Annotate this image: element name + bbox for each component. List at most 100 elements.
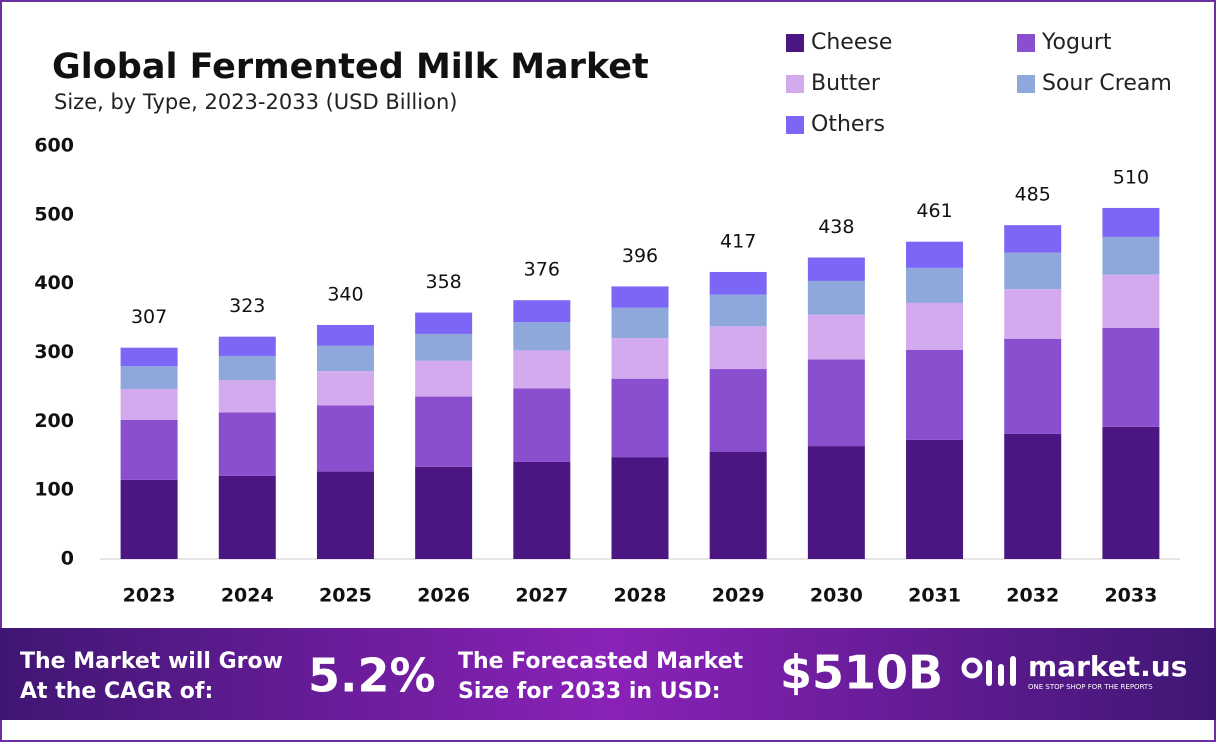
bar-segment <box>316 405 374 472</box>
bar-segment <box>316 324 374 346</box>
bar-segment <box>807 446 865 559</box>
brand-logo <box>961 656 1016 686</box>
bar-segment <box>513 350 571 389</box>
bar-segment <box>218 336 276 356</box>
bar-segment <box>218 355 276 381</box>
x-tick-label: 2030 <box>810 585 863 607</box>
bar-segment <box>1004 252 1062 290</box>
legend-label: Sour Cream <box>1042 71 1172 96</box>
y-tick-label: 300 <box>34 341 74 363</box>
bar-segment <box>316 345 374 372</box>
bar-segment <box>1102 207 1160 237</box>
bar-segment <box>709 294 767 327</box>
y-tick-label: 100 <box>34 479 74 501</box>
cagr-text: At the CAGR of: <box>20 679 213 704</box>
total-label: 510 <box>1113 166 1149 188</box>
brand-name: market.us <box>1028 650 1187 683</box>
chart-subtitle: Size, by Type, 2023-2033 (USD Billion) <box>54 90 457 114</box>
bar-segment <box>415 396 473 467</box>
x-tick-label: 2029 <box>712 585 765 607</box>
bar-segment <box>1102 426 1160 559</box>
forecast-text: The Forecasted Market <box>458 649 744 674</box>
bar-segment <box>1102 274 1160 328</box>
bar-segment <box>218 380 276 413</box>
y-tick-label: 0 <box>61 548 74 570</box>
bar-segment <box>1102 236 1160 275</box>
forecast-value: $510B <box>780 646 943 700</box>
bar-segment <box>611 457 669 559</box>
bar-segment <box>709 271 767 295</box>
x-tick-label: 2025 <box>319 585 372 607</box>
bar-segment <box>120 479 178 559</box>
bar-segment <box>709 451 767 559</box>
bar-segment <box>415 360 473 397</box>
brand-tagline: ONE STOP SHOP FOR THE REPORTS <box>1028 683 1153 691</box>
bar-segment <box>807 314 865 360</box>
bar-segment <box>1102 327 1160 427</box>
legend-swatch <box>786 75 804 93</box>
x-tick-label: 2033 <box>1104 585 1157 607</box>
x-tick-label: 2024 <box>221 585 274 607</box>
legend-label: Others <box>811 112 885 137</box>
total-label: 358 <box>426 271 462 293</box>
cagr-value: 5.2% <box>308 649 436 703</box>
y-tick-label: 500 <box>34 203 74 225</box>
legend-label: Cheese <box>811 30 892 55</box>
total-label: 307 <box>131 306 167 328</box>
y-tick-label: 200 <box>34 410 74 432</box>
legend-swatch <box>786 116 804 134</box>
bar-segment <box>120 388 178 420</box>
forecast-text: Size for 2033 in USD: <box>458 679 721 704</box>
bar-segment <box>316 371 374 406</box>
bar-segment <box>906 267 964 303</box>
bar-segment <box>709 369 767 452</box>
bar-segment <box>1004 225 1062 253</box>
bar-segment <box>415 312 473 334</box>
bar-segment <box>611 378 669 458</box>
bar-segment <box>513 300 571 323</box>
legend-swatch <box>786 34 804 52</box>
bar-segment <box>120 366 178 389</box>
legend-label: Yogurt <box>1041 30 1112 55</box>
x-tick-label: 2027 <box>515 585 568 607</box>
y-tick-label: 600 <box>34 135 74 157</box>
bar-segment <box>1004 289 1062 339</box>
cagr-text: The Market will Grow <box>20 649 283 674</box>
bar-segment <box>906 439 964 559</box>
bar-segment <box>906 302 964 350</box>
total-label: 340 <box>327 283 363 305</box>
bar-segment <box>807 257 865 281</box>
legend-label: Butter <box>811 71 881 96</box>
total-label: 396 <box>622 245 658 267</box>
total-label: 323 <box>229 295 265 317</box>
total-label: 376 <box>524 259 560 281</box>
bar-segment <box>218 475 276 559</box>
bar-segment <box>807 359 865 447</box>
bar-segment <box>611 307 669 339</box>
bar-segment <box>709 326 767 370</box>
legend-swatch <box>1017 34 1035 52</box>
total-label: 461 <box>916 200 952 222</box>
total-label: 438 <box>818 216 854 238</box>
bar-segment <box>120 347 178 367</box>
bar-segment <box>513 322 571 351</box>
x-tick-label: 2031 <box>908 585 961 607</box>
bar-segment <box>120 419 178 480</box>
chart-title: Global Fermented Milk Market <box>52 47 649 87</box>
bar-segment <box>906 349 964 440</box>
bar-segment <box>415 333 473 361</box>
total-label: 417 <box>720 230 756 252</box>
total-label: 485 <box>1015 184 1051 206</box>
bar-segment <box>611 286 669 308</box>
bar-segment <box>1004 433 1062 559</box>
bar-segment <box>513 388 571 462</box>
bar-segment <box>218 412 276 476</box>
x-tick-label: 2026 <box>417 585 470 607</box>
x-tick-label: 2032 <box>1006 585 1059 607</box>
legend-swatch <box>1017 75 1035 93</box>
bar-segment <box>906 241 964 268</box>
y-tick-label: 400 <box>34 272 74 294</box>
